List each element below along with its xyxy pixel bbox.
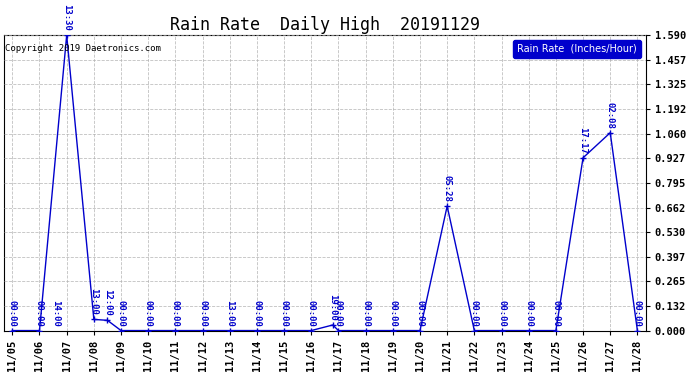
Text: 00:00: 00:00 [253,300,262,326]
Text: 00:00: 00:00 [524,300,533,326]
Text: 00:00: 00:00 [35,300,44,326]
Text: 00:00: 00:00 [279,300,288,326]
Text: 00:00: 00:00 [307,300,316,326]
Text: 00:00: 00:00 [415,300,424,326]
Text: 13:00: 13:00 [225,300,234,326]
Text: 19:00: 19:00 [328,294,337,321]
Title: Rain Rate  Daily High  20191129: Rain Rate Daily High 20191129 [170,16,480,34]
Text: 17:17: 17:17 [578,127,588,154]
Text: 00:00: 00:00 [551,300,560,326]
Text: 00:00: 00:00 [198,300,207,326]
Text: 00:00: 00:00 [388,300,397,326]
Text: 13:30: 13:30 [62,4,71,31]
Text: 00:00: 00:00 [8,300,17,326]
Text: 02:08: 02:08 [606,102,615,129]
Text: 00:00: 00:00 [470,300,479,326]
Text: 00:00: 00:00 [171,300,180,326]
Text: 12:00: 12:00 [103,289,112,316]
Text: 00:00: 00:00 [117,300,126,326]
Text: 05:28: 05:28 [443,175,452,202]
Text: 13:00: 13:00 [89,288,99,315]
Text: 00:00: 00:00 [633,300,642,326]
Text: 14:00: 14:00 [51,300,60,326]
Text: 00:00: 00:00 [144,300,152,326]
Legend: Rain Rate  (Inches/Hour): Rain Rate (Inches/Hour) [513,40,641,58]
Text: Copyright 2019 Daetronics.com: Copyright 2019 Daetronics.com [6,44,161,53]
Text: 00:00: 00:00 [334,300,343,326]
Text: 00:00: 00:00 [361,300,370,326]
Text: 00:00: 00:00 [497,300,506,326]
